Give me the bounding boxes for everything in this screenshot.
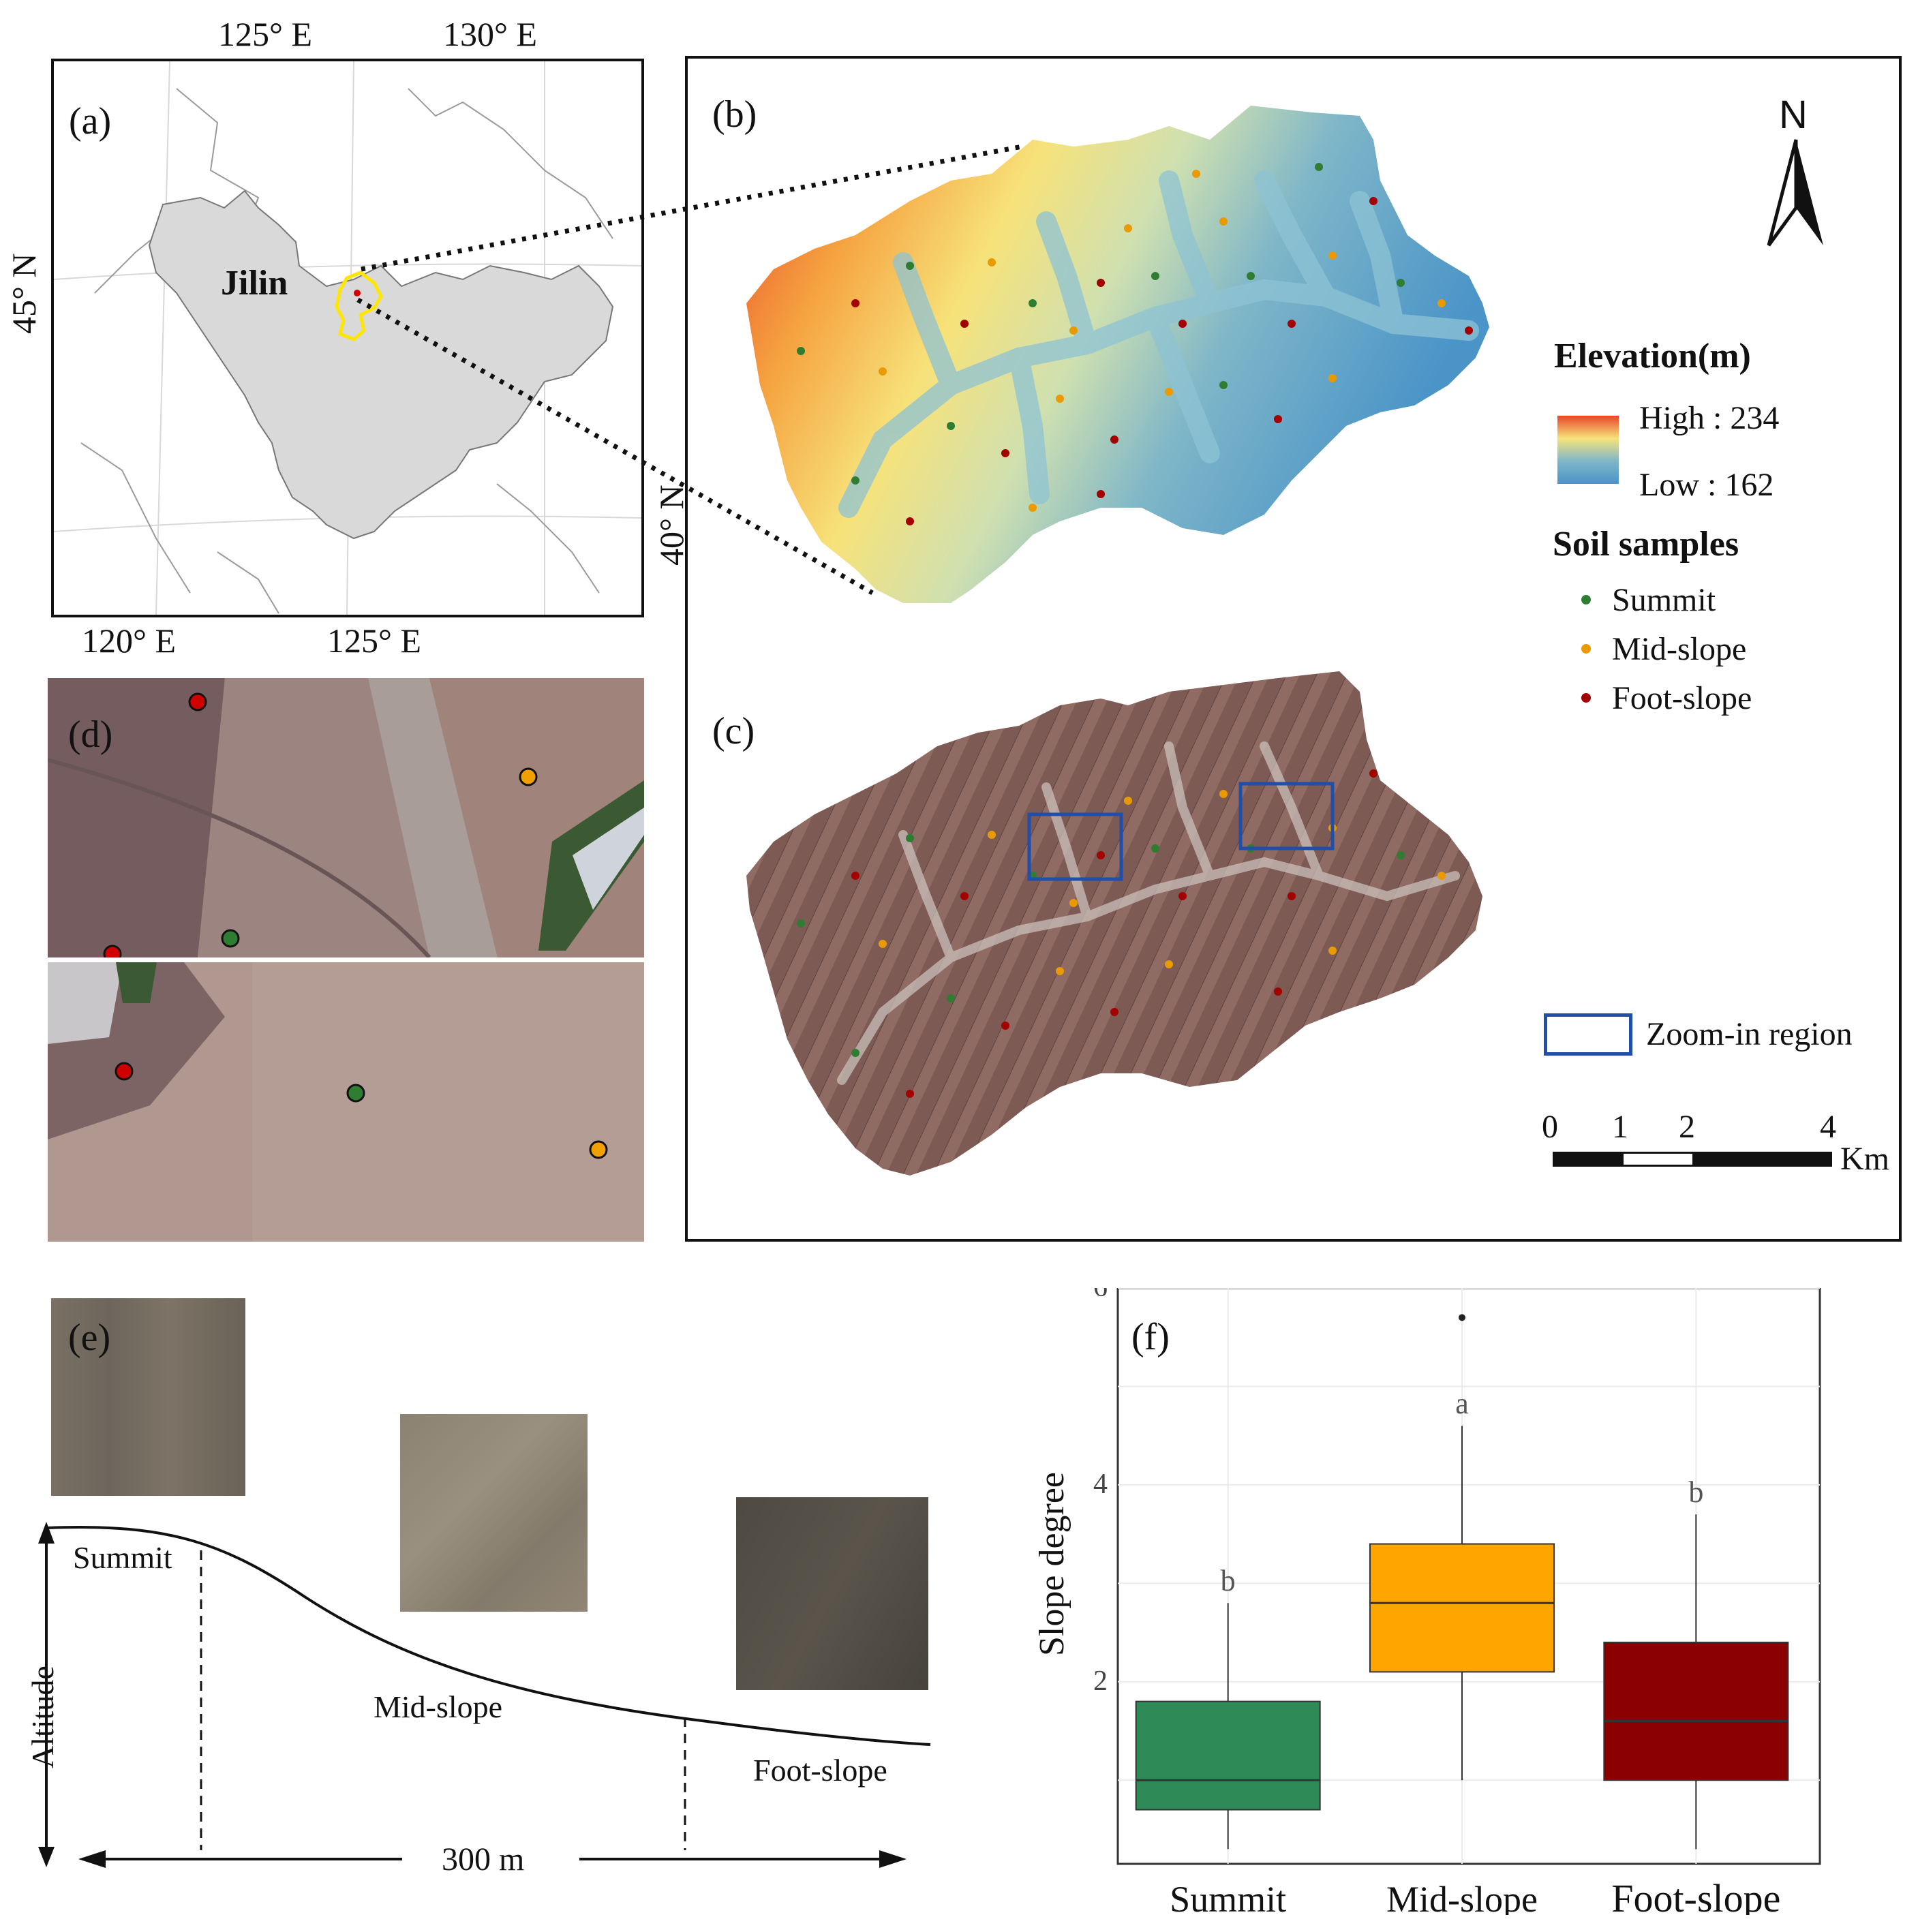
village-strips [837, 741, 1460, 1085]
significance-letter: b [1688, 1475, 1703, 1509]
footslope-photo [736, 1497, 928, 1690]
panel-a-bottom-tick-2: 125° E [327, 622, 422, 660]
valley-network [838, 170, 1479, 518]
panel-a-bottom-tick-1: 120° E [82, 622, 177, 660]
profile-midslope-label: Mid-slope [374, 1689, 503, 1724]
zoom-box-1 [1027, 812, 1123, 881]
jilin-label: Jilin [221, 264, 288, 303]
panel-d-label: (d) [68, 714, 113, 756]
box-foot-slope: b [1603, 1475, 1789, 1850]
panel-a-top-tick-1: 125° E [218, 15, 313, 53]
scale-tick-1: 1 [1612, 1109, 1628, 1145]
panel-a-map [54, 61, 641, 615]
north-arrow-icon [1767, 139, 1823, 247]
panel-e-label: (e) [68, 1317, 111, 1359]
elevation-high-label: High : 234 [1639, 400, 1780, 436]
boxplot-y-axis-label: Slope degree [1033, 1472, 1071, 1656]
summit-legend-dot [1581, 595, 1591, 604]
slope-profile-diagram [38, 1522, 931, 1868]
zoom-legend-box [1544, 1013, 1632, 1056]
midslope-legend-dot [1581, 644, 1591, 654]
box-summit: b [1135, 1564, 1321, 1850]
x-tick-label: Foot-slope [1611, 1876, 1780, 1915]
box-body [1135, 1700, 1321, 1811]
slope-boxplot: b a b 2 4 6 Summit Mid-slope Foot-slope (f) Sl… [1033, 1288, 1821, 1915]
panel-b-label: (b) [712, 93, 757, 136]
elevation-surface [746, 106, 1489, 603]
x-tick-label: Summit [1170, 1879, 1286, 1915]
north-label: N [1779, 93, 1808, 137]
panel-bc-frame [685, 56, 1902, 1242]
box-body [1603, 1642, 1789, 1781]
midslope-photo [400, 1414, 588, 1612]
panel-a-label: (a) [69, 100, 112, 142]
summit-legend-label: Summit [1612, 582, 1716, 618]
study-area-outline [335, 271, 383, 341]
elevation-low-label: Low : 162 [1639, 467, 1774, 503]
panel-c-label: (c) [712, 710, 755, 752]
summit-photo [51, 1298, 245, 1496]
scale-tick-4: 4 [1820, 1109, 1836, 1145]
scale-unit: Km [1840, 1141, 1889, 1177]
boxplot-panel-label: (f) [1131, 1316, 1170, 1358]
y-tick-label: 2 [1093, 1666, 1108, 1697]
panel-a-frame: (a) Jilin [51, 59, 644, 617]
profile-summit-label: Summit [73, 1540, 172, 1575]
study-site-marker [354, 290, 361, 296]
panel-d-top-image [48, 678, 644, 957]
elevation-legend-title: Elevation(m) [1554, 337, 1751, 375]
elevation-sample-points [797, 163, 1473, 525]
footslope-legend-label: Foot-slope [1612, 680, 1752, 716]
soil-samples-title: Soil samples [1553, 525, 1739, 564]
satellite-sample-points [797, 769, 1446, 1098]
scale-bar [1553, 1152, 1832, 1167]
significance-letter: a [1455, 1387, 1469, 1420]
zoom-legend-label: Zoom-in region [1646, 1016, 1853, 1052]
scale-tick-0: 0 [1542, 1109, 1558, 1145]
panel-b-left-tick: 40° N [652, 485, 690, 566]
satellite-surface [746, 671, 1482, 1176]
panel-a-top-tick-2: 130° E [443, 15, 538, 53]
scale-tick-2: 2 [1679, 1109, 1695, 1145]
profile-footslope-label: Foot-slope [753, 1753, 887, 1788]
jilin-province [148, 189, 614, 540]
outlier-point [1459, 1314, 1465, 1321]
y-tick-label: 4 [1093, 1469, 1108, 1500]
satellite-map [746, 671, 1482, 1176]
x-tick-label: Mid-slope [1386, 1879, 1538, 1915]
elevation-map [746, 106, 1489, 603]
connector-lines [356, 144, 1023, 596]
box-body [1369, 1543, 1555, 1673]
panel-d-bottom-image [48, 962, 644, 1242]
midslope-legend-label: Mid-slope [1612, 631, 1747, 667]
profile-distance-label: 300 m [442, 1841, 525, 1877]
zoom-box-2 [1238, 782, 1335, 850]
elevation-colorbar [1557, 416, 1619, 484]
profile-altitude-label: Altitude [25, 1666, 60, 1768]
significance-letter: b [1221, 1564, 1236, 1597]
footslope-legend-dot [1581, 693, 1591, 703]
y-tick-label: 6 [1093, 1288, 1108, 1303]
box-mid-slope: a [1369, 1314, 1555, 1781]
